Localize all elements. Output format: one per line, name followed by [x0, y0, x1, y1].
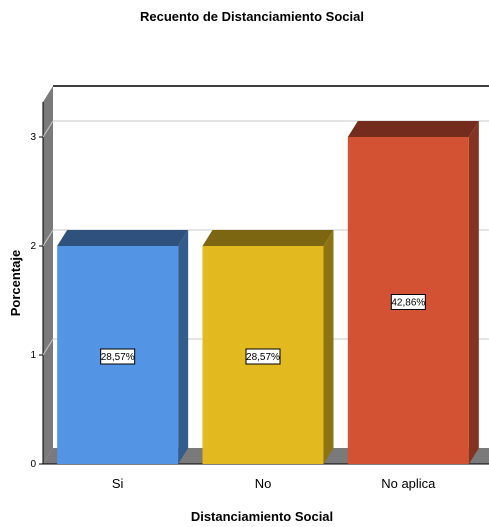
ytick-label-3: 3	[30, 132, 36, 143]
bar-2: 42,86%	[347, 121, 479, 464]
bar-1: 28,57%	[202, 230, 334, 464]
data-label-1: 28,57%	[246, 352, 280, 363]
left-wall	[43, 86, 53, 464]
grid-diag-1	[42, 338, 54, 356]
ytick-label-1: 1	[30, 350, 36, 361]
data-label-box-0	[100, 348, 136, 365]
bar-side-2	[468, 121, 479, 464]
bars: 28,57% Si 28,57% No 42,86% No aplica	[57, 121, 479, 491]
data-label-box-1	[245, 348, 281, 365]
y-axis-title: Porcentaje	[8, 250, 23, 316]
category-label-0: Si	[112, 476, 124, 491]
bar-side-0	[178, 230, 189, 464]
bar-top-1	[202, 230, 334, 246]
bar-side-1	[323, 230, 334, 464]
grid-diag-3	[42, 120, 54, 138]
x-axis-title: Distanciamiento Social	[191, 509, 333, 524]
category-label-1: No	[255, 476, 272, 491]
bar-top-2	[347, 121, 479, 137]
bar-top-0	[57, 230, 189, 246]
grid-diag-2	[42, 229, 54, 247]
y-axis-ticks: 0 1 2 3	[30, 132, 43, 470]
ytick-label-2: 2	[30, 241, 36, 252]
data-label-2: 42,86%	[391, 298, 425, 309]
bar-0: 28,57%	[57, 230, 189, 464]
data-label-0: 28,57%	[101, 352, 135, 363]
ytick-label-0: 0	[30, 459, 36, 470]
category-label-2: No aplica	[381, 476, 436, 491]
data-label-box-2	[390, 294, 426, 310]
chart-title: Recuento de Distanciamiento Social	[140, 9, 364, 24]
